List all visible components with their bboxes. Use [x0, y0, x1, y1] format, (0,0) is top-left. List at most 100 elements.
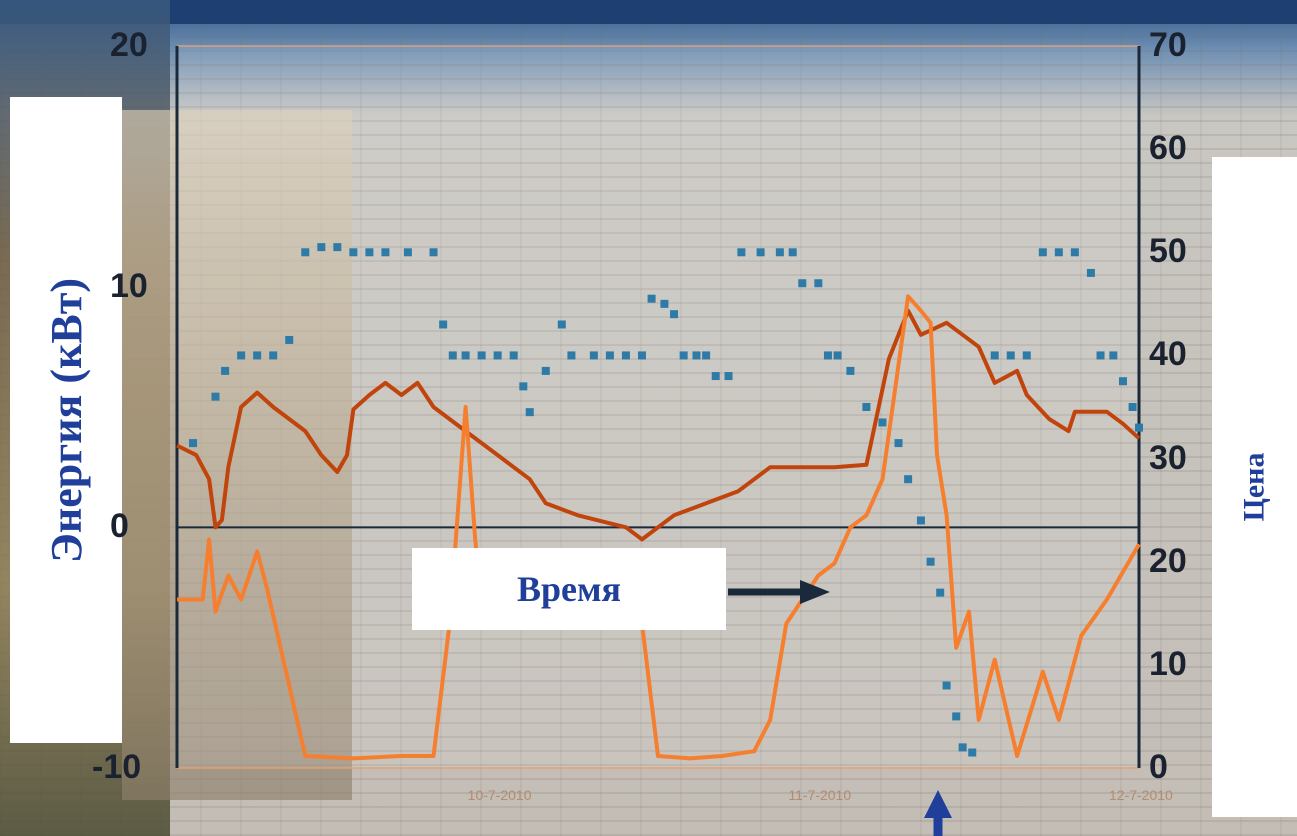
- scatter-point-2-16: [448, 351, 457, 360]
- scatter-point-2-18: [477, 351, 486, 360]
- scatter-point-2-42: [798, 279, 807, 288]
- right-tick-label: 60: [1149, 129, 1187, 168]
- scatter-point-2-60: [1022, 351, 1031, 360]
- right-tick-label: 0: [1149, 748, 1168, 786]
- scatter-point-2-7: [301, 248, 310, 257]
- y2label-box: [1212, 157, 1297, 817]
- scatter-point-2-34: [692, 351, 701, 360]
- scatter-point-2-67: [1118, 377, 1127, 386]
- scatter-point-2-10: [349, 248, 358, 257]
- scatter-point-2-12: [381, 248, 390, 257]
- scatter-point-2-23: [541, 366, 550, 375]
- scatter-point-2-63: [1070, 248, 1079, 257]
- y-axis-label: Энергия (кВт): [41, 277, 91, 563]
- scatter-point-2-56: [958, 743, 967, 752]
- scatter-point-2-22: [525, 408, 534, 417]
- scatter-point-2-52: [926, 557, 935, 566]
- scatter-point-2-38: [737, 248, 746, 257]
- chart-annotations: [728, 580, 952, 836]
- scatter-point-2-47: [862, 403, 871, 411]
- series-line-1: [177, 294, 1141, 761]
- plot-area: [177, 46, 1139, 768]
- chart-axes: 10-7-2010 11-7-2010 12-7-2010: [175, 45, 1173, 803]
- scatter-point-2-28: [621, 351, 630, 360]
- x-tick-label-2: 12-7-2010: [1109, 787, 1173, 803]
- scatter-point-2-17: [461, 351, 470, 360]
- scatter-point-2-51: [916, 516, 925, 525]
- scatter-point-2-45: [833, 351, 842, 360]
- scatter-point-2-21: [519, 382, 528, 391]
- scatter-point-2-20: [509, 351, 518, 360]
- scatter-point-2-3: [237, 351, 246, 360]
- scatter-point-2-31: [660, 299, 669, 308]
- scatter-point-2-65: [1096, 351, 1105, 360]
- scatter-point-2-1: [211, 392, 220, 401]
- scatter-point-2-4: [253, 351, 262, 360]
- scatter-point-2-49: [894, 439, 903, 448]
- y2-axis-label-container: Цена: [1212, 157, 1297, 817]
- scatter-point-2-35: [702, 351, 711, 360]
- scatter-point-2-68: [1128, 403, 1137, 411]
- left-tick-label: -10: [92, 748, 142, 786]
- scatter-point-2-50: [904, 475, 913, 484]
- scatter-point-2-5: [269, 351, 278, 360]
- scatter-point-2-9: [333, 243, 342, 252]
- scatter-point-2-59: [1006, 351, 1015, 360]
- chart-marks: [176, 243, 1143, 761]
- ylabel-box: [10, 97, 122, 743]
- scatter-point-2-40: [775, 248, 784, 257]
- scatter-point-2-48: [878, 418, 887, 427]
- scatter-point-2-62: [1054, 248, 1063, 257]
- scatter-point-2-19: [493, 351, 502, 360]
- left-tick-label: 20: [110, 26, 148, 64]
- scatter-point-2-27: [605, 351, 614, 360]
- scatter-point-2-58: [990, 351, 999, 360]
- scatter-point-2-64: [1086, 268, 1095, 277]
- right-tick-label: 50: [1149, 232, 1187, 271]
- scatter-point-2-33: [679, 351, 688, 360]
- right-tick-label: 40: [1149, 335, 1187, 374]
- background-inset-photo: [122, 110, 352, 800]
- scatter-point-2-11: [365, 248, 374, 257]
- scatter-point-2-37: [724, 372, 733, 381]
- up-arrow-head: [924, 790, 952, 818]
- right-tick-label: 70: [1149, 26, 1187, 64]
- scatter-point-2-13: [403, 248, 412, 257]
- x-axis-label: Время: [516, 569, 621, 609]
- scatter-point-2-30: [647, 294, 656, 303]
- series-line-0: [176, 308, 1141, 542]
- y-axis-label-container: Энергия (кВт): [10, 97, 122, 743]
- scatter-point-2-26: [589, 351, 598, 360]
- background-sky: [0, 0, 1297, 24]
- scatter-point-2-25: [567, 351, 576, 360]
- right-tick-label: 10: [1149, 644, 1187, 683]
- scatter-point-2-55: [952, 712, 961, 721]
- left-tick-label: 10: [110, 266, 148, 305]
- x-tick-label-1: 11-7-2010: [788, 787, 851, 803]
- scatter-point-2-14: [429, 248, 438, 257]
- scatter-point-2-8: [317, 243, 326, 252]
- scatter-point-2-54: [942, 681, 951, 690]
- scatter-point-2-43: [814, 279, 823, 288]
- scatter-point-2-53: [936, 588, 945, 597]
- scatter-point-2-36: [711, 372, 720, 381]
- scatter-point-2-41: [788, 248, 797, 257]
- scatter-point-2-61: [1038, 248, 1047, 257]
- scatter-point-2-44: [823, 351, 832, 360]
- x-axis-label-box: Время: [412, 548, 726, 630]
- y2-axis-label: Цена: [1237, 452, 1271, 522]
- scatter-point-2-57: [968, 748, 977, 757]
- x-tick-label-0: 10-7-2010: [468, 787, 532, 803]
- scatter-point-2-2: [221, 366, 230, 375]
- scatter-point-2-46: [846, 366, 855, 375]
- scatter-point-2-32: [670, 310, 679, 319]
- scatter-point-2-69: [1135, 423, 1143, 432]
- scatter-point-2-24: [557, 320, 566, 329]
- right-tick-label: 20: [1149, 541, 1187, 580]
- scatter-point-2-6: [285, 335, 294, 344]
- scatter-point-2-0: [189, 439, 198, 448]
- left-tick-label: 0: [110, 507, 129, 546]
- scatter-point-2-66: [1109, 351, 1118, 360]
- time-arrow-head: [800, 580, 830, 604]
